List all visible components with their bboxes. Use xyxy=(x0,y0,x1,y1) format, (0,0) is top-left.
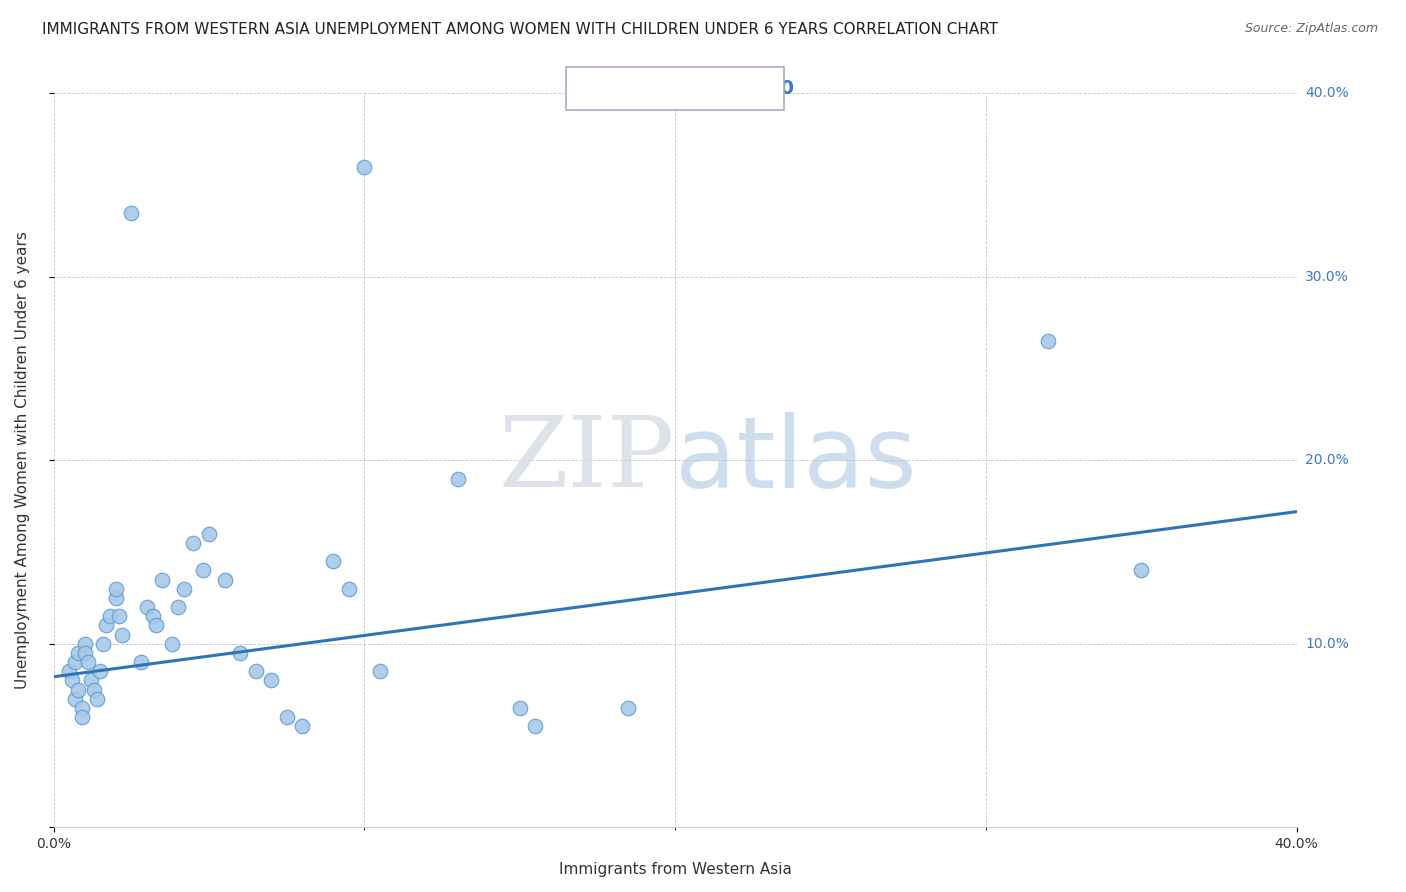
Point xyxy=(150,573,173,587)
Point xyxy=(98,609,121,624)
Point xyxy=(160,637,183,651)
Text: 20.0%: 20.0% xyxy=(1305,453,1348,467)
X-axis label: Immigrants from Western Asia: Immigrants from Western Asia xyxy=(558,862,792,877)
Point xyxy=(108,609,131,624)
Text: 0.208: 0.208 xyxy=(641,79,697,98)
Text: ZIP: ZIP xyxy=(499,412,675,508)
Point xyxy=(70,710,93,724)
Point xyxy=(368,665,391,679)
Point xyxy=(617,701,640,715)
Y-axis label: Unemployment Among Women with Children Under 6 years: Unemployment Among Women with Children U… xyxy=(15,231,30,690)
Point xyxy=(73,637,96,651)
Point xyxy=(60,673,83,688)
Point xyxy=(337,582,360,596)
Point xyxy=(129,655,152,669)
Point xyxy=(198,526,221,541)
Point xyxy=(276,710,298,724)
Point xyxy=(183,536,205,550)
Point xyxy=(67,646,90,660)
Point xyxy=(1036,334,1059,348)
Point xyxy=(76,655,98,669)
Point xyxy=(173,582,195,596)
Point xyxy=(214,573,236,587)
Point xyxy=(104,591,127,605)
Point xyxy=(142,609,165,624)
Text: N =: N = xyxy=(709,79,765,98)
Text: Source: ZipAtlas.com: Source: ZipAtlas.com xyxy=(1244,22,1378,36)
Text: 40.0%: 40.0% xyxy=(1305,87,1348,101)
Text: atlas: atlas xyxy=(675,412,917,508)
Point xyxy=(229,646,252,660)
Point xyxy=(322,554,344,568)
Point xyxy=(245,665,267,679)
Point xyxy=(67,682,90,697)
Point xyxy=(73,646,96,660)
Text: 10.0%: 10.0% xyxy=(1305,637,1348,651)
Point xyxy=(260,673,283,688)
Point xyxy=(145,618,167,632)
Point xyxy=(135,600,157,615)
Text: 30.0%: 30.0% xyxy=(1305,269,1348,284)
Point xyxy=(167,600,190,615)
Point xyxy=(70,701,93,715)
Point xyxy=(80,673,103,688)
Point xyxy=(524,719,547,733)
Point xyxy=(58,665,80,679)
Text: R =: R = xyxy=(602,79,644,98)
Point xyxy=(89,665,111,679)
Point xyxy=(91,637,114,651)
Point xyxy=(104,582,127,596)
Point xyxy=(291,719,314,733)
Point xyxy=(111,627,134,641)
Point xyxy=(96,618,118,632)
Point xyxy=(120,205,142,219)
Point xyxy=(446,472,468,486)
Point xyxy=(509,701,531,715)
Text: IMMIGRANTS FROM WESTERN ASIA UNEMPLOYMENT AMONG WOMEN WITH CHILDREN UNDER 6 YEAR: IMMIGRANTS FROM WESTERN ASIA UNEMPLOYMEN… xyxy=(42,22,998,37)
Point xyxy=(86,691,108,706)
Point xyxy=(65,691,87,706)
Point xyxy=(65,655,87,669)
Point xyxy=(83,682,105,697)
Point xyxy=(1130,563,1153,577)
Point xyxy=(191,563,214,577)
Point xyxy=(353,160,375,174)
Text: 50: 50 xyxy=(768,79,794,98)
